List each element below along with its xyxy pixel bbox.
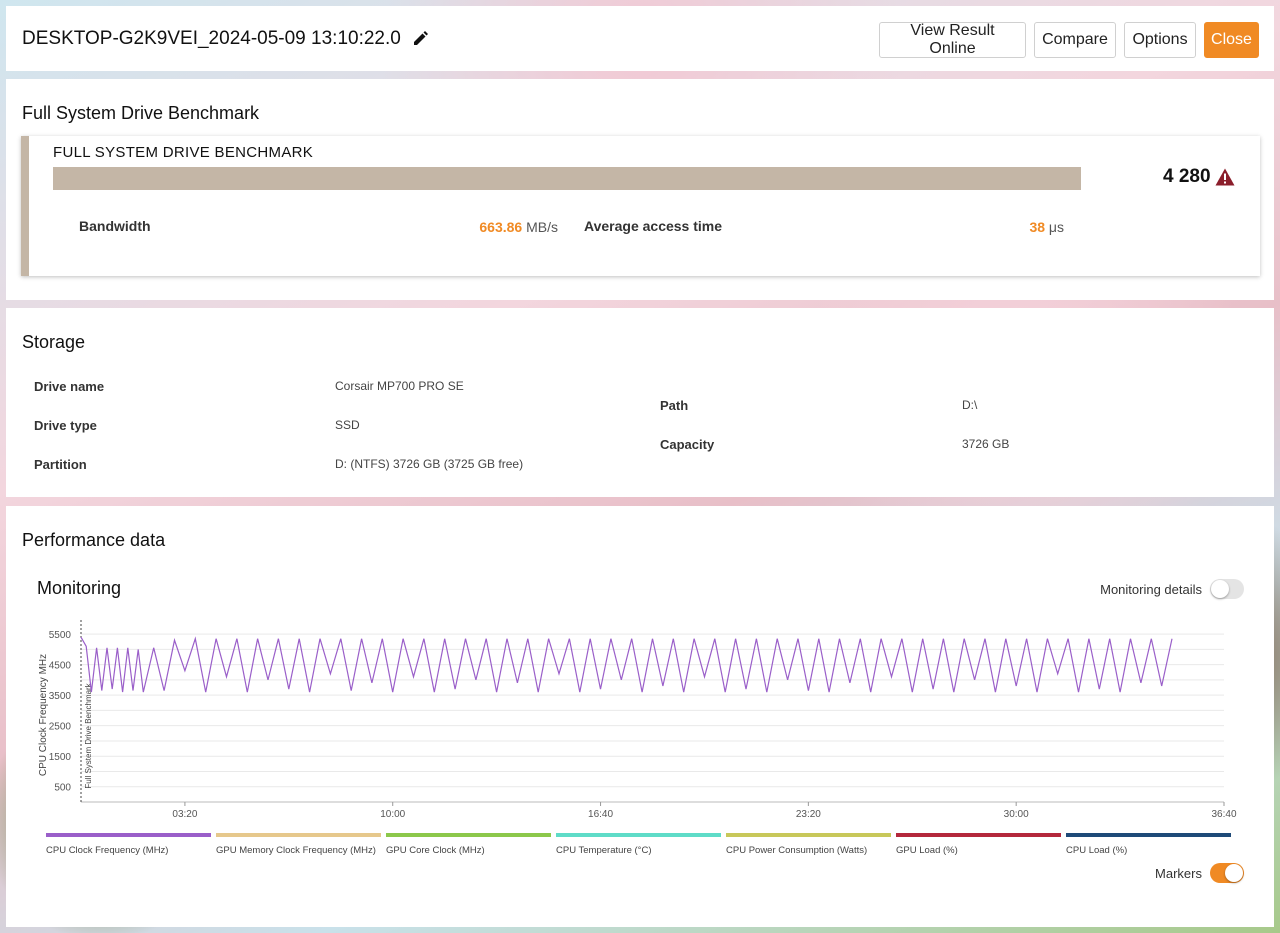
capacity-value: 3726 GB	[962, 437, 1010, 451]
compare-button[interactable]: Compare	[1034, 22, 1116, 58]
x-tick-label: 03:20	[172, 809, 197, 820]
drive-name-value: Corsair MP700 PRO SE	[335, 379, 464, 393]
legend-swatch	[1066, 833, 1231, 837]
y-tick-label: 500	[54, 783, 71, 794]
y-tick-label: 5500	[49, 630, 72, 641]
capacity-label: Capacity	[660, 437, 715, 452]
legend-label: CPU Clock Frequency (MHz)	[46, 845, 169, 856]
y-tick-label: 2500	[49, 722, 72, 733]
toggle-knob	[1225, 864, 1243, 882]
close-button[interactable]: Close	[1204, 22, 1259, 58]
performance-panel: Performance data Monitoring Monitoring d…	[6, 506, 1274, 927]
result-header: DESKTOP-G2K9VEI_2024-05-09 13:10:22.0 Vi…	[6, 6, 1274, 71]
benchmark-section-title: Full System Drive Benchmark	[22, 103, 260, 123]
legend-item[interactable]: CPU Temperature (°C)	[556, 833, 721, 856]
y-tick-label: 1500	[49, 752, 72, 763]
legend-label: CPU Temperature (°C)	[556, 845, 652, 856]
legend-swatch	[896, 833, 1061, 837]
partition-label: Partition	[34, 457, 87, 472]
y-tick-label: 3500	[49, 691, 72, 702]
access-time-number: 38	[1029, 219, 1046, 235]
access-time-value: 38 μs	[1029, 219, 1064, 235]
legend-item[interactable]: GPU Core Clock (MHz)	[386, 833, 551, 856]
y-axis-label: CPU Clock Frequency MHz	[38, 654, 49, 776]
benchmark-name: FULL SYSTEM DRIVE BENCHMARK	[53, 144, 314, 161]
monitoring-details-label: Monitoring details	[1100, 581, 1202, 597]
x-tick-label: 36:40	[1211, 809, 1236, 820]
legend-swatch	[556, 833, 721, 837]
performance-section-title: Performance data	[22, 530, 166, 550]
drive-name-label: Drive name	[34, 379, 105, 394]
legend-item[interactable]: CPU Power Consumption (Watts)	[726, 833, 891, 856]
x-tick-label: 23:20	[796, 809, 821, 820]
bandwidth-label: Bandwidth	[79, 218, 151, 234]
legend-item[interactable]: GPU Memory Clock Frequency (MHz)	[216, 833, 381, 856]
legend-label: CPU Load (%)	[1066, 845, 1128, 856]
series-line	[80, 636, 1173, 693]
options-button[interactable]: Options	[1124, 22, 1196, 58]
x-tick-label: 10:00	[380, 809, 405, 820]
legend-label: CPU Power Consumption (Watts)	[726, 845, 868, 856]
x-tick-label: 16:40	[588, 809, 613, 820]
legend-swatch	[46, 833, 211, 837]
benchmark-panel: Full System Drive Benchmark FULL SYSTEM …	[6, 79, 1274, 300]
x-tick-label: 30:00	[1004, 809, 1029, 820]
path-value: D:\	[962, 398, 978, 412]
path-label: Path	[660, 398, 689, 413]
legend-swatch	[386, 833, 551, 837]
legend-label: GPU Load (%)	[896, 845, 958, 856]
monitoring-details-toggle[interactable]	[1210, 579, 1244, 599]
legend-label: GPU Memory Clock Frequency (MHz)	[216, 845, 376, 856]
storage-panel: Storage Drive name Corsair MP700 PRO SE …	[6, 308, 1274, 497]
benchmark-score-bar	[53, 167, 1081, 190]
monitoring-chart: 500 1500 2500 3500 4500 5500 03:20 10:00 16:40 23…	[38, 620, 1237, 820]
monitoring-details-toggle-wrap: Monitoring details	[1100, 579, 1244, 599]
drive-type-label: Drive type	[34, 418, 97, 433]
y-tick-label: 4500	[49, 661, 72, 672]
access-time-unit: μs	[1048, 219, 1064, 235]
access-time-label: Average access time	[584, 218, 723, 234]
markers-label: Markers	[1155, 865, 1202, 881]
result-name: DESKTOP-G2K9VEI_2024-05-09 13:10:22.0	[22, 28, 401, 49]
pencil-icon[interactable]	[411, 30, 429, 48]
legend-swatch	[216, 833, 381, 837]
legend-item[interactable]: GPU Load (%)	[896, 833, 1061, 856]
bandwidth-unit: MB/s	[526, 219, 558, 235]
markers-toggle-wrap: Markers	[1155, 863, 1244, 883]
legend-swatch	[726, 833, 891, 837]
warning-icon	[1215, 168, 1235, 186]
markers-toggle[interactable]	[1210, 863, 1244, 883]
bandwidth-value: 663.86 MB/s	[479, 219, 558, 235]
legend-item[interactable]: CPU Clock Frequency (MHz)	[46, 833, 211, 856]
benchmark-card: FULL SYSTEM DRIVE BENCHMARK 4 280 Bandwi…	[21, 136, 1260, 276]
result-title: DESKTOP-G2K9VEI_2024-05-09 13:10:22.0	[22, 28, 429, 50]
benchmark-score-value: 4 280	[1163, 166, 1211, 187]
drive-type-value: SSD	[335, 418, 360, 432]
partition-value: D: (NTFS) 3726 GB (3725 GB free)	[335, 457, 524, 471]
toggle-knob	[1211, 580, 1229, 598]
benchmark-score: 4 280	[1163, 166, 1235, 188]
view-result-online-button[interactable]: View Result Online	[879, 22, 1026, 58]
legend-label: GPU Core Clock (MHz)	[386, 845, 485, 856]
storage-section-title: Storage	[22, 332, 86, 352]
bandwidth-number: 663.86	[479, 219, 523, 235]
benchmark-marker-label: Full System Drive Benchmark	[84, 682, 93, 788]
monitoring-title: Monitoring	[37, 578, 122, 598]
legend-item[interactable]: CPU Load (%)	[1066, 833, 1231, 856]
chart-legend: CPU Clock Frequency (MHz) GPU Memory Cloc…	[46, 833, 1236, 856]
